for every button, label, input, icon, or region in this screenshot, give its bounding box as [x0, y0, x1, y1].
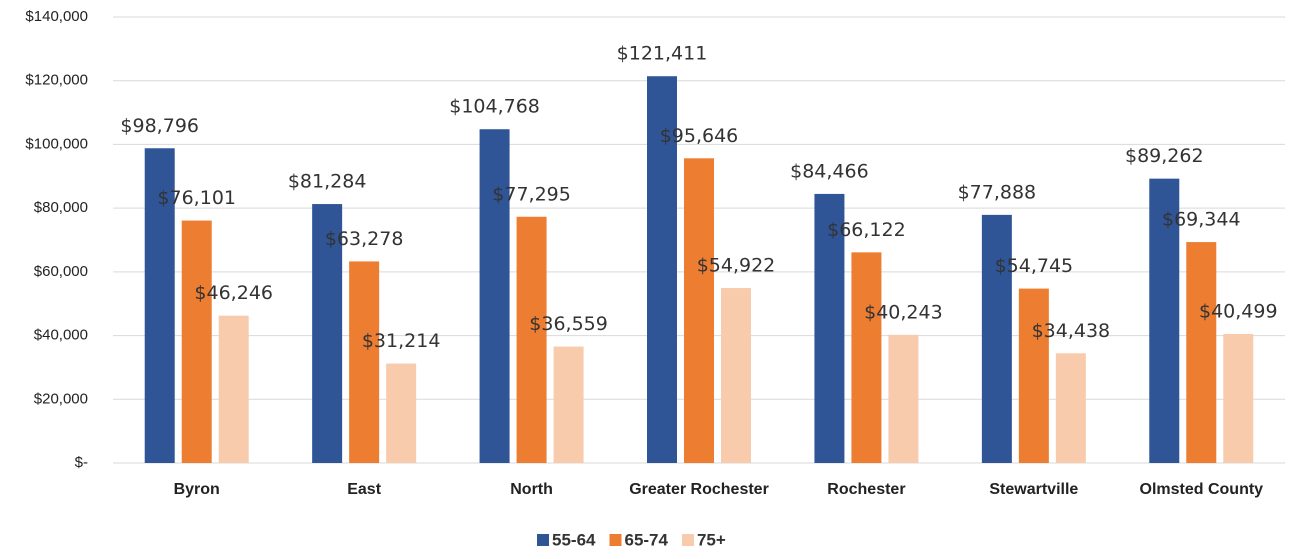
- bar: [349, 261, 380, 463]
- x-tick-label: Olmsted County: [1140, 481, 1264, 498]
- value-label: $95,646: [660, 125, 739, 147]
- bar: [516, 216, 547, 463]
- y-tick-label: $-: [75, 454, 88, 471]
- bar: [1223, 333, 1254, 463]
- y-tick-label: $100,000: [25, 135, 88, 152]
- bar: [479, 129, 510, 464]
- y-tick-label: $140,000: [25, 8, 88, 25]
- value-label: $46,246: [194, 282, 273, 304]
- value-label: $81,284: [288, 171, 367, 193]
- x-tick-label: Greater Rochester: [629, 481, 769, 498]
- value-label: $40,243: [864, 301, 943, 323]
- value-label: $40,499: [1199, 300, 1278, 322]
- bar: [721, 288, 751, 463]
- bar: [814, 193, 845, 463]
- bar: [1018, 288, 1049, 463]
- value-label: $54,922: [697, 255, 776, 277]
- legend-label: 55-64: [552, 530, 596, 549]
- y-tick-label: $120,000: [25, 72, 88, 89]
- x-tick-label: Rochester: [827, 481, 905, 498]
- value-label: $98,796: [120, 115, 199, 137]
- bar: [647, 76, 677, 464]
- y-tick-label: $20,000: [34, 390, 88, 407]
- value-label: $63,278: [325, 228, 404, 250]
- legend-label: 75+: [697, 530, 726, 549]
- legend-swatch: [681, 534, 694, 546]
- bar: [312, 204, 343, 463]
- value-label: $84,466: [790, 160, 869, 182]
- bar: [553, 346, 584, 463]
- bar: [851, 252, 882, 463]
- value-label: $76,101: [157, 187, 236, 209]
- value-label: $77,295: [492, 183, 571, 205]
- x-tick-label: Byron: [174, 481, 220, 498]
- x-tick-label: Stewartville: [989, 481, 1078, 498]
- y-tick-label: $60,000: [34, 263, 88, 280]
- bar: [386, 363, 417, 463]
- value-label: $34,438: [1032, 320, 1111, 342]
- bar: [181, 220, 212, 463]
- bar: [1149, 178, 1180, 463]
- legend-swatch: [609, 534, 622, 546]
- value-label: $31,214: [362, 330, 441, 352]
- value-label: $66,122: [827, 219, 906, 241]
- value-label: $121,411: [617, 43, 708, 65]
- bar: [888, 334, 919, 463]
- value-label: $89,262: [1125, 145, 1204, 167]
- y-tick-label: $40,000: [34, 327, 88, 344]
- value-label: $104,768: [449, 96, 540, 118]
- x-tick-label: North: [510, 481, 553, 498]
- x-tick-label: East: [347, 481, 381, 498]
- bar: [218, 315, 249, 463]
- legend-label: 65-74: [624, 530, 668, 549]
- value-label: $36,559: [529, 313, 608, 335]
- value-label: $54,745: [995, 255, 1074, 277]
- bar: [144, 148, 175, 464]
- value-label: $77,888: [958, 181, 1037, 203]
- legend-swatch: [537, 534, 549, 546]
- y-tick-label: $80,000: [34, 199, 88, 216]
- bar: [981, 214, 1012, 463]
- bar: [1055, 353, 1086, 463]
- bar: [684, 158, 714, 463]
- bar: [1186, 242, 1217, 463]
- value-label: $69,344: [1162, 209, 1241, 231]
